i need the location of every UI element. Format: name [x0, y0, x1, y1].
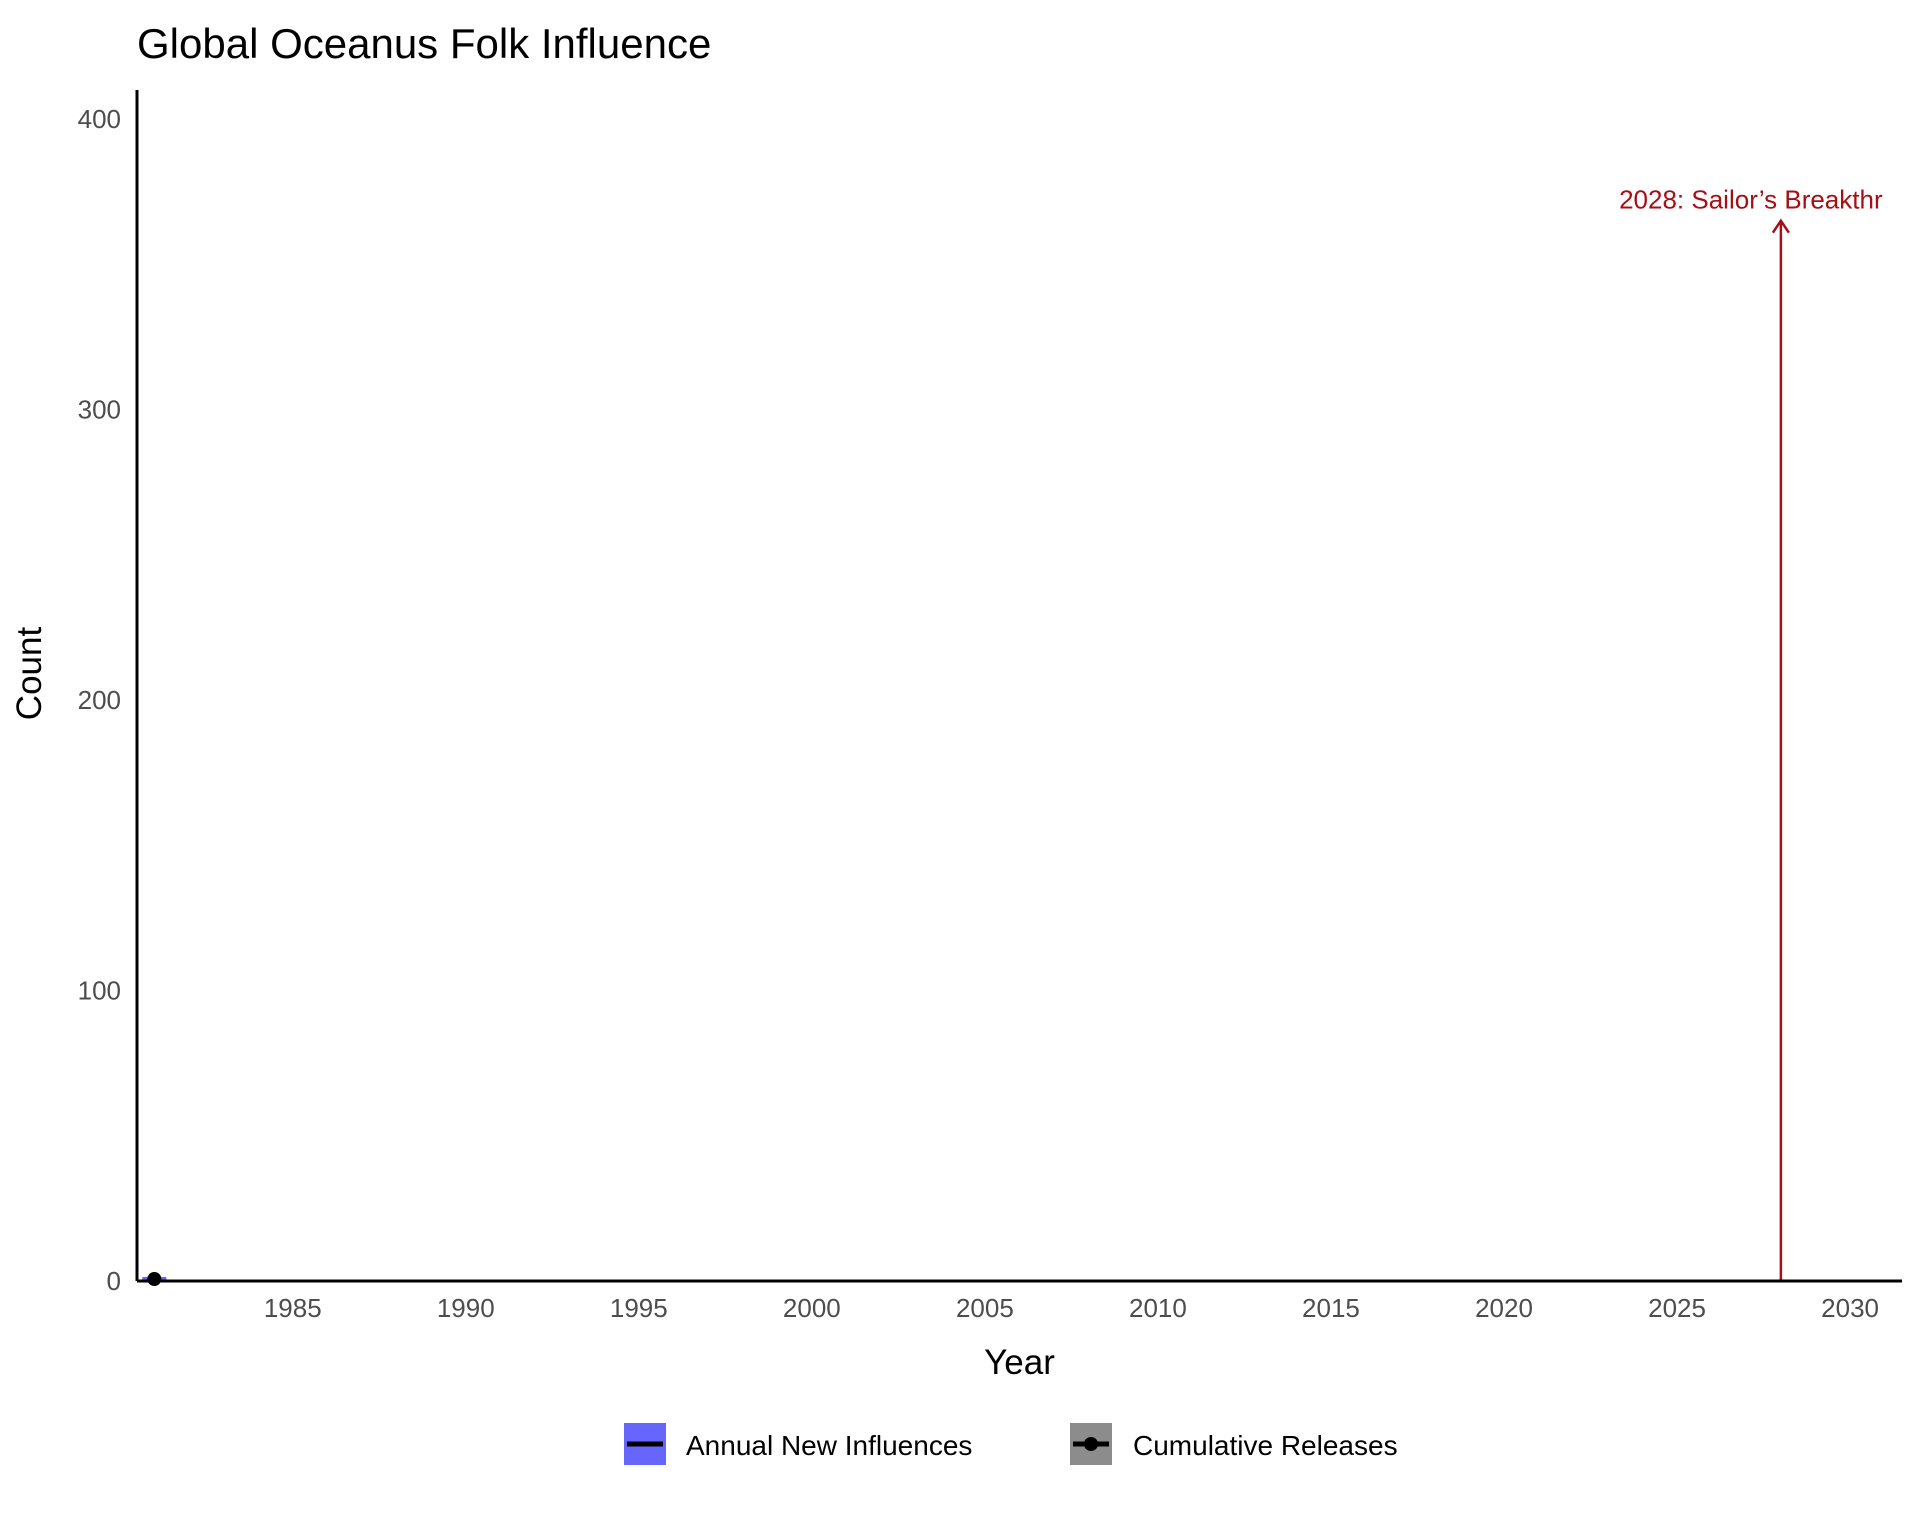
x-tick-label: 1990	[437, 1293, 495, 1323]
chart-title: Global Oceanus Folk Influence	[137, 20, 711, 67]
y-tick-label: 100	[78, 976, 121, 1006]
x-tick-label: 2030	[1821, 1293, 1879, 1323]
x-axis-title: Year	[984, 1343, 1055, 1382]
x-tick-label: 2015	[1302, 1293, 1360, 1323]
legend-label: Cumulative Releases	[1133, 1430, 1398, 1461]
legend-label: Annual New Influences	[686, 1430, 972, 1461]
x-tick-label: 2005	[956, 1293, 1014, 1323]
annotation-arrow-head	[1771, 218, 1790, 234]
x-tick-label: 1985	[264, 1293, 322, 1323]
y-axis-title: Count	[10, 627, 49, 721]
x-tick-label: 2010	[1129, 1293, 1187, 1323]
x-tick-label: 2025	[1648, 1293, 1706, 1323]
y-axis-ticks: 0 100 200 300 400	[78, 104, 121, 1296]
y-tick-label: 0	[107, 1266, 121, 1296]
annotation-label: 2028: Sailor’s Breakthr	[1619, 185, 1883, 215]
x-axis-ticks: 1985 1990 1995 2000 2005 2010 2015 2020 2025 2030	[264, 1293, 1879, 1323]
annotation: 2028: Sailor’s Breakthr	[1619, 185, 1883, 1281]
legend-key-point	[1084, 1437, 1098, 1451]
legend: Annual New Influences Cumulative Releases	[624, 1423, 1398, 1465]
x-tick-label: 1995	[610, 1293, 668, 1323]
y-tick-label: 400	[78, 104, 121, 134]
y-tick-label: 300	[78, 395, 121, 425]
series-point	[147, 1272, 162, 1286]
series-layer	[142, 1272, 167, 1286]
y-tick-label: 200	[78, 685, 121, 715]
x-tick-label: 2020	[1475, 1293, 1533, 1323]
x-tick-label: 2000	[783, 1293, 841, 1323]
